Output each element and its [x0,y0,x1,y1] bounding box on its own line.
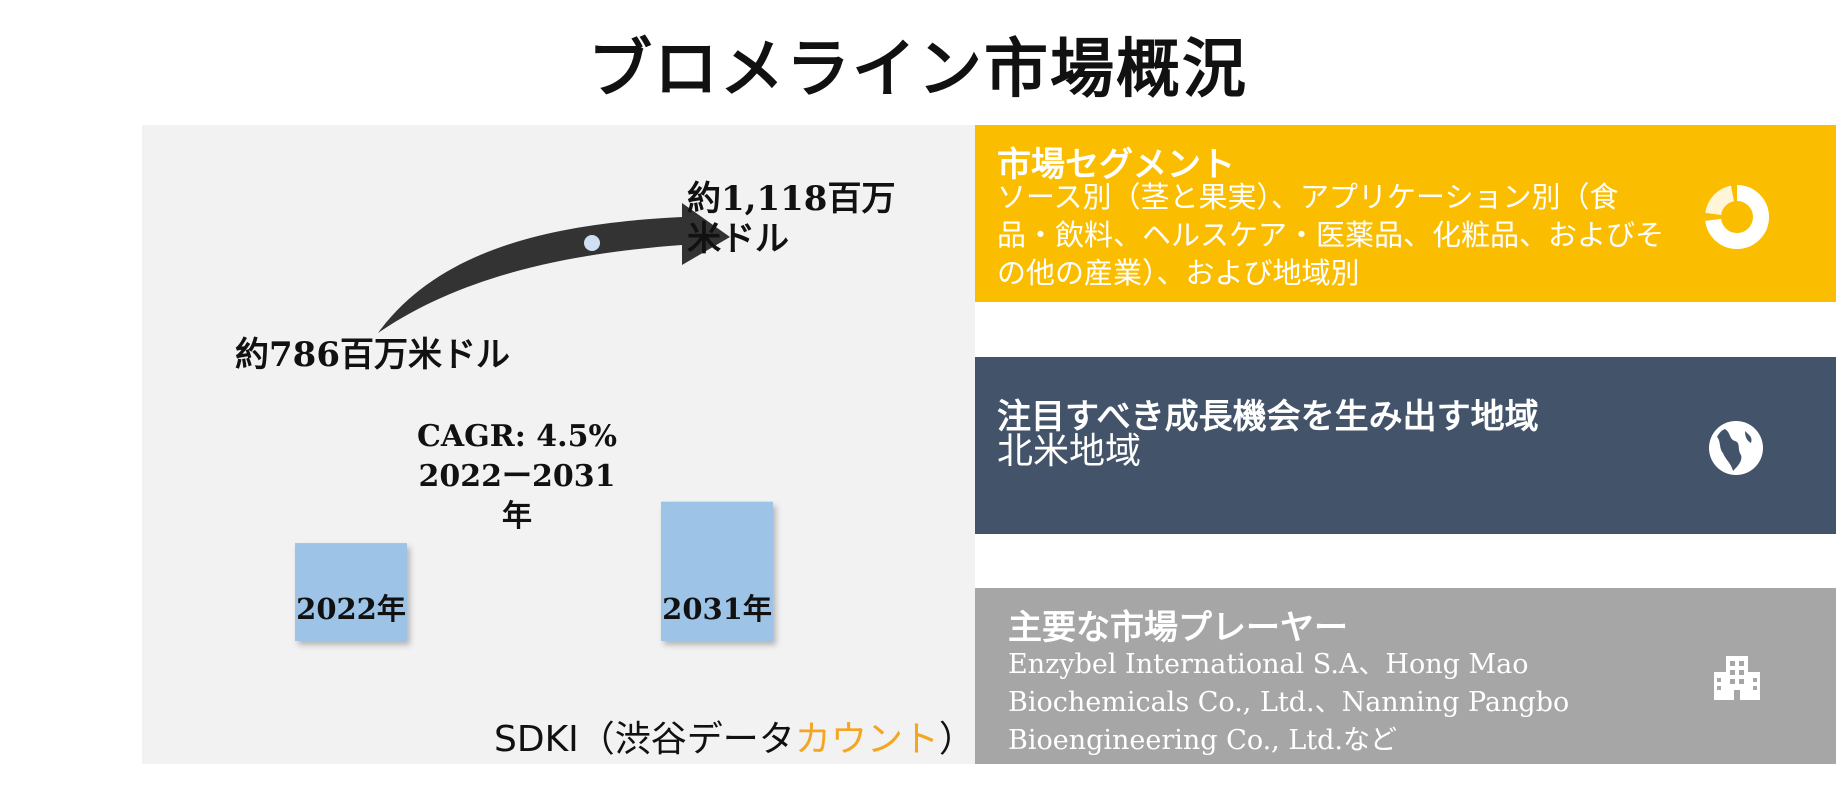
bar-2022年 [295,543,407,641]
segment-key-players: 主要な市場プレーヤー Enzybel International S.A、Hon… [975,588,1836,764]
source-prefix: SDKI（渋谷データ [494,719,795,760]
source-accent: カウント [794,719,939,760]
segment-title: 市場セグメント [997,145,1235,185]
segment-market-segments: 市場セグメント ソース別（茎と果実）、アプリケーション別（食品・飲料、ヘルスケア… [975,125,1836,302]
globe-icon [1709,421,1763,475]
bar-value-label-2031: 約1,118百万米ドル [687,179,896,259]
arrow-dot [584,235,600,251]
segment-title: 注目すべき成長機会を生み出す地域 [997,397,1539,437]
bar-chart: 2022年 2031年 [295,203,773,641]
page-title: ブロメライン市場概況 [588,32,1248,107]
donut-chart-icon [1705,185,1769,249]
segment-body: 北米地域 [997,431,1142,472]
source-suffix: ） [938,719,975,760]
bar-value-label-2022: 約786百万米ドル [235,335,510,375]
growth-arrow [378,203,730,333]
cagr-annotation: CAGR: 4.5% 2022ー2031年 [412,417,622,537]
bar-2031年 [661,501,773,641]
segment-title: 主要な市場プレーヤー [1008,608,1348,648]
cagr-value: CAGR: 4.5% [417,419,617,454]
segment-body: Enzybel International S.A、Hong Mao Bioch… [1008,649,1570,756]
bar-category-label: 2031年 [662,592,772,626]
cagr-period: 2022ー2031年 [418,459,616,534]
building-icon [1714,656,1760,700]
chart-panel: 2022年 2031年 約786百万米ドル 約1,118百万米ドル CAGR: 4… [142,125,975,764]
bar-category-label: 2022年 [296,592,406,626]
source-credit: SDKI（渋谷データカウント） [494,710,975,762]
segment-growth-region: 注目すべき成長機会を生み出す地域 北米地域 [975,357,1836,534]
segment-body: ソース別（茎と果実）、アプリケーション別（食品・飲料、ヘルスケア・医薬品、化粧品… [997,180,1665,290]
